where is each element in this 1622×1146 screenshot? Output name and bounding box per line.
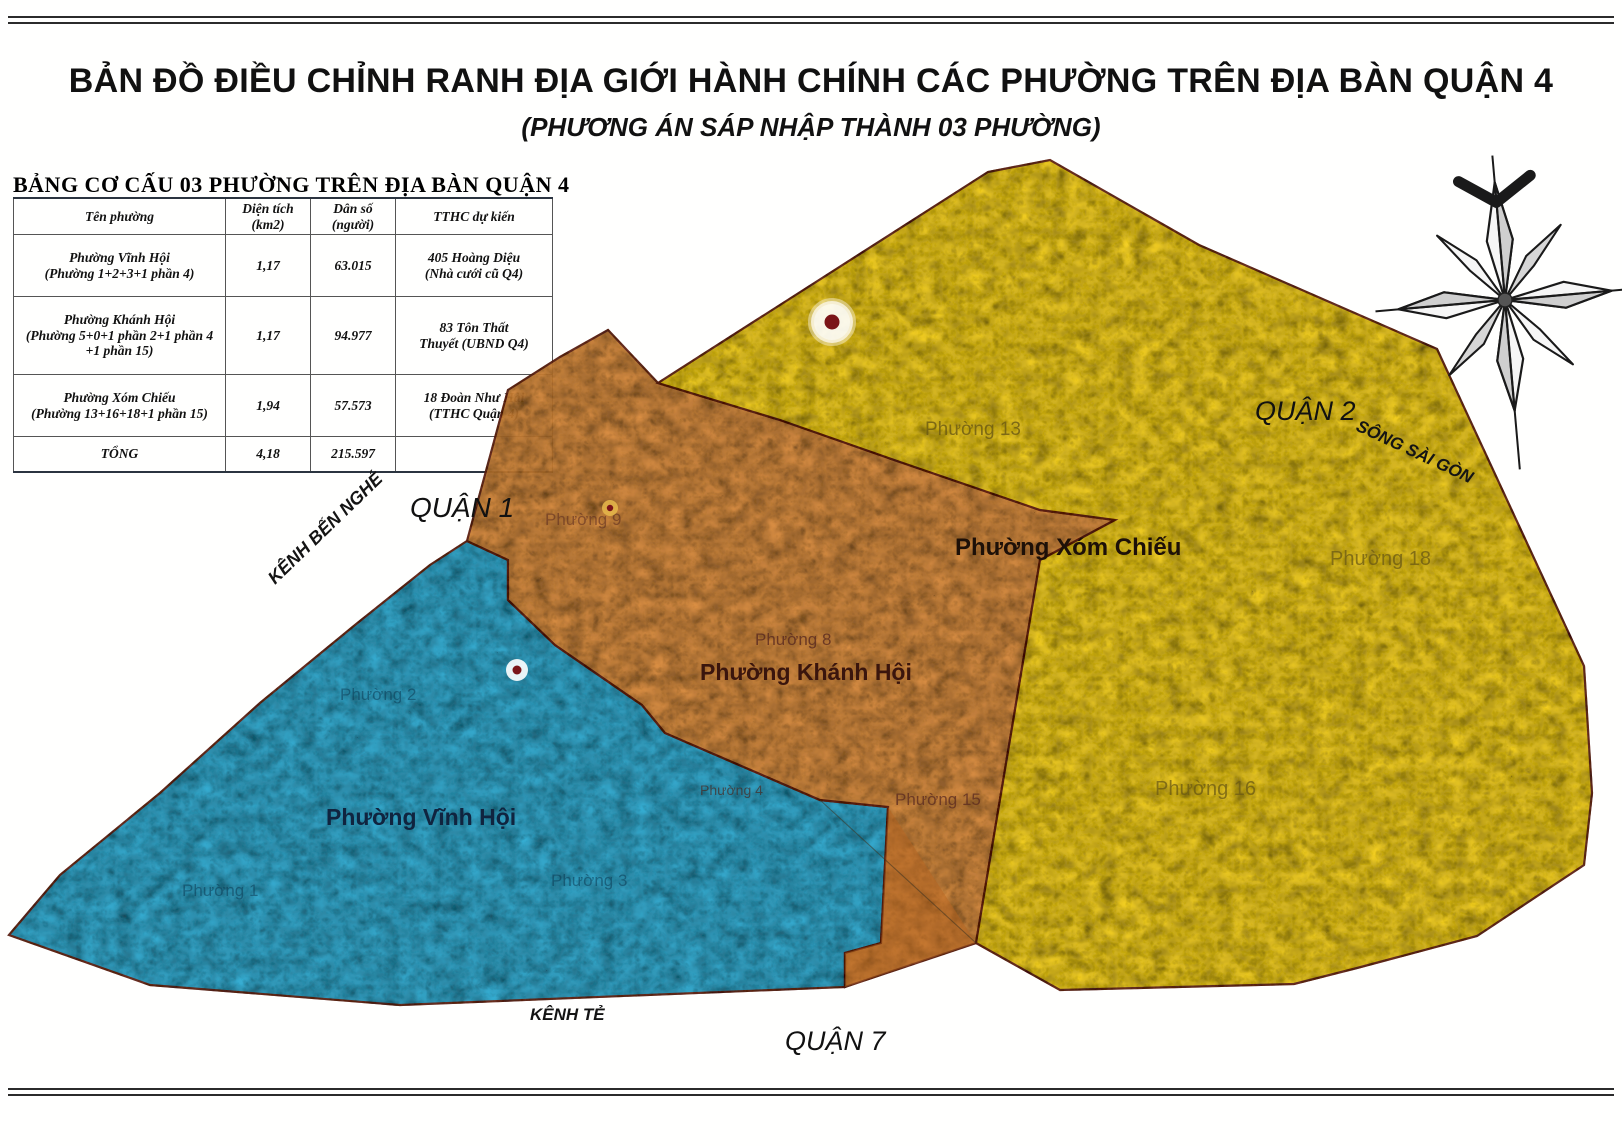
svg-text:Phường 15: Phường 15 <box>895 790 981 809</box>
svg-text:Phường Vĩnh Hội: Phường Vĩnh Hội <box>326 804 516 830</box>
svg-text:QUẬN 7: QUẬN 7 <box>785 1025 887 1056</box>
svg-text:Phường 16: Phường 16 <box>1155 778 1256 800</box>
svg-text:KÊNH TẺ: KÊNH TẺ <box>530 1005 605 1024</box>
svg-text:QUẬN 2: QUẬN 2 <box>1255 395 1356 426</box>
svg-text:Phường Xóm Chiếu: Phường Xóm Chiếu <box>955 534 1181 561</box>
svg-text:Phường 8: Phường 8 <box>755 630 831 649</box>
svg-text:Phường Khánh Hội: Phường Khánh Hội <box>700 659 912 685</box>
svg-text:KÊNH BẾN NGHÉ: KÊNH BẾN NGHÉ <box>263 467 387 588</box>
svg-text:Phường 18: Phường 18 <box>1330 548 1431 570</box>
svg-text:Phường 13: Phường 13 <box>925 419 1021 440</box>
svg-text:Phường 1: Phường 1 <box>182 881 258 900</box>
svg-text:Phường 4: Phường 4 <box>700 782 763 798</box>
svg-text:QUẬN 1: QUẬN 1 <box>410 492 514 523</box>
svg-text:Phường 2: Phường 2 <box>340 685 416 704</box>
svg-text:Phường 3: Phường 3 <box>551 871 627 890</box>
